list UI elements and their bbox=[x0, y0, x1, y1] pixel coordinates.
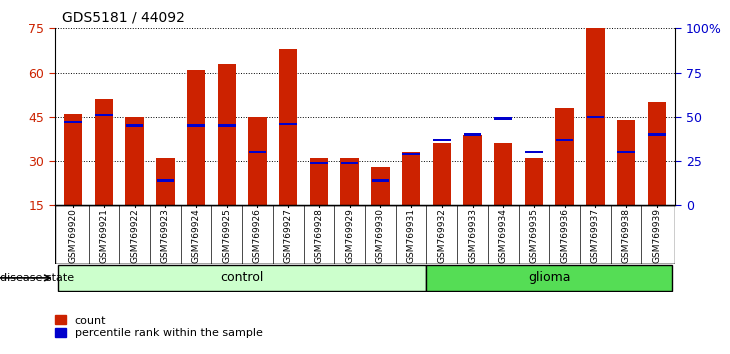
Text: GSM769932: GSM769932 bbox=[437, 208, 446, 263]
Bar bbox=[464, 135, 482, 205]
Bar bbox=[494, 118, 512, 120]
Text: GSM769931: GSM769931 bbox=[407, 208, 415, 263]
Bar bbox=[156, 179, 174, 182]
Bar bbox=[187, 70, 205, 205]
Bar bbox=[58, 265, 426, 291]
Text: disease state: disease state bbox=[0, 273, 74, 283]
Text: GSM769925: GSM769925 bbox=[222, 208, 231, 263]
Bar bbox=[525, 158, 543, 205]
Text: glioma: glioma bbox=[528, 272, 571, 284]
Text: GSM769930: GSM769930 bbox=[376, 208, 385, 263]
Bar bbox=[464, 133, 481, 136]
Text: GSM769934: GSM769934 bbox=[499, 208, 508, 263]
Text: GSM769936: GSM769936 bbox=[560, 208, 569, 263]
Text: GSM769922: GSM769922 bbox=[130, 208, 139, 263]
Text: GSM769928: GSM769928 bbox=[315, 208, 323, 263]
Bar bbox=[586, 25, 604, 205]
Text: GSM769938: GSM769938 bbox=[622, 208, 631, 263]
Bar bbox=[156, 158, 174, 205]
Bar bbox=[64, 114, 82, 205]
Bar bbox=[218, 64, 236, 205]
Text: GSM769935: GSM769935 bbox=[529, 208, 539, 263]
Bar bbox=[64, 121, 82, 123]
Text: GSM769933: GSM769933 bbox=[468, 208, 477, 263]
Bar bbox=[402, 152, 420, 205]
Bar bbox=[494, 143, 512, 205]
Text: GSM769926: GSM769926 bbox=[253, 208, 262, 263]
Bar bbox=[310, 158, 328, 205]
Bar bbox=[556, 108, 574, 205]
Bar bbox=[280, 123, 297, 125]
Bar bbox=[188, 125, 205, 127]
Bar bbox=[310, 162, 328, 164]
Bar bbox=[371, 167, 390, 205]
Bar bbox=[249, 151, 266, 153]
Bar bbox=[340, 158, 359, 205]
Text: GSM769924: GSM769924 bbox=[191, 208, 201, 263]
Text: control: control bbox=[220, 272, 264, 284]
Text: GSM769921: GSM769921 bbox=[99, 208, 108, 263]
Bar bbox=[341, 162, 358, 164]
Bar bbox=[95, 99, 113, 205]
Text: GSM769927: GSM769927 bbox=[284, 208, 293, 263]
Bar bbox=[279, 49, 297, 205]
Bar bbox=[587, 116, 604, 118]
Bar bbox=[95, 114, 112, 116]
Text: GDS5181 / 44092: GDS5181 / 44092 bbox=[62, 11, 185, 25]
Bar bbox=[433, 143, 451, 205]
Bar bbox=[525, 151, 542, 153]
Bar bbox=[556, 139, 574, 141]
Bar bbox=[618, 151, 635, 153]
Bar bbox=[402, 153, 420, 155]
Bar bbox=[617, 120, 635, 205]
Bar bbox=[126, 117, 144, 205]
Bar bbox=[126, 125, 143, 127]
Bar bbox=[426, 265, 672, 291]
Bar bbox=[372, 179, 389, 182]
Bar bbox=[648, 133, 666, 136]
Text: GSM769939: GSM769939 bbox=[653, 208, 661, 263]
Text: GSM769929: GSM769929 bbox=[345, 208, 354, 263]
Bar bbox=[648, 102, 666, 205]
Bar bbox=[248, 117, 266, 205]
Bar bbox=[433, 139, 450, 141]
Text: GSM769923: GSM769923 bbox=[161, 208, 170, 263]
Text: GSM769937: GSM769937 bbox=[591, 208, 600, 263]
Text: GSM769920: GSM769920 bbox=[69, 208, 77, 263]
Legend: count, percentile rank within the sample: count, percentile rank within the sample bbox=[55, 315, 263, 338]
Bar bbox=[218, 125, 236, 127]
